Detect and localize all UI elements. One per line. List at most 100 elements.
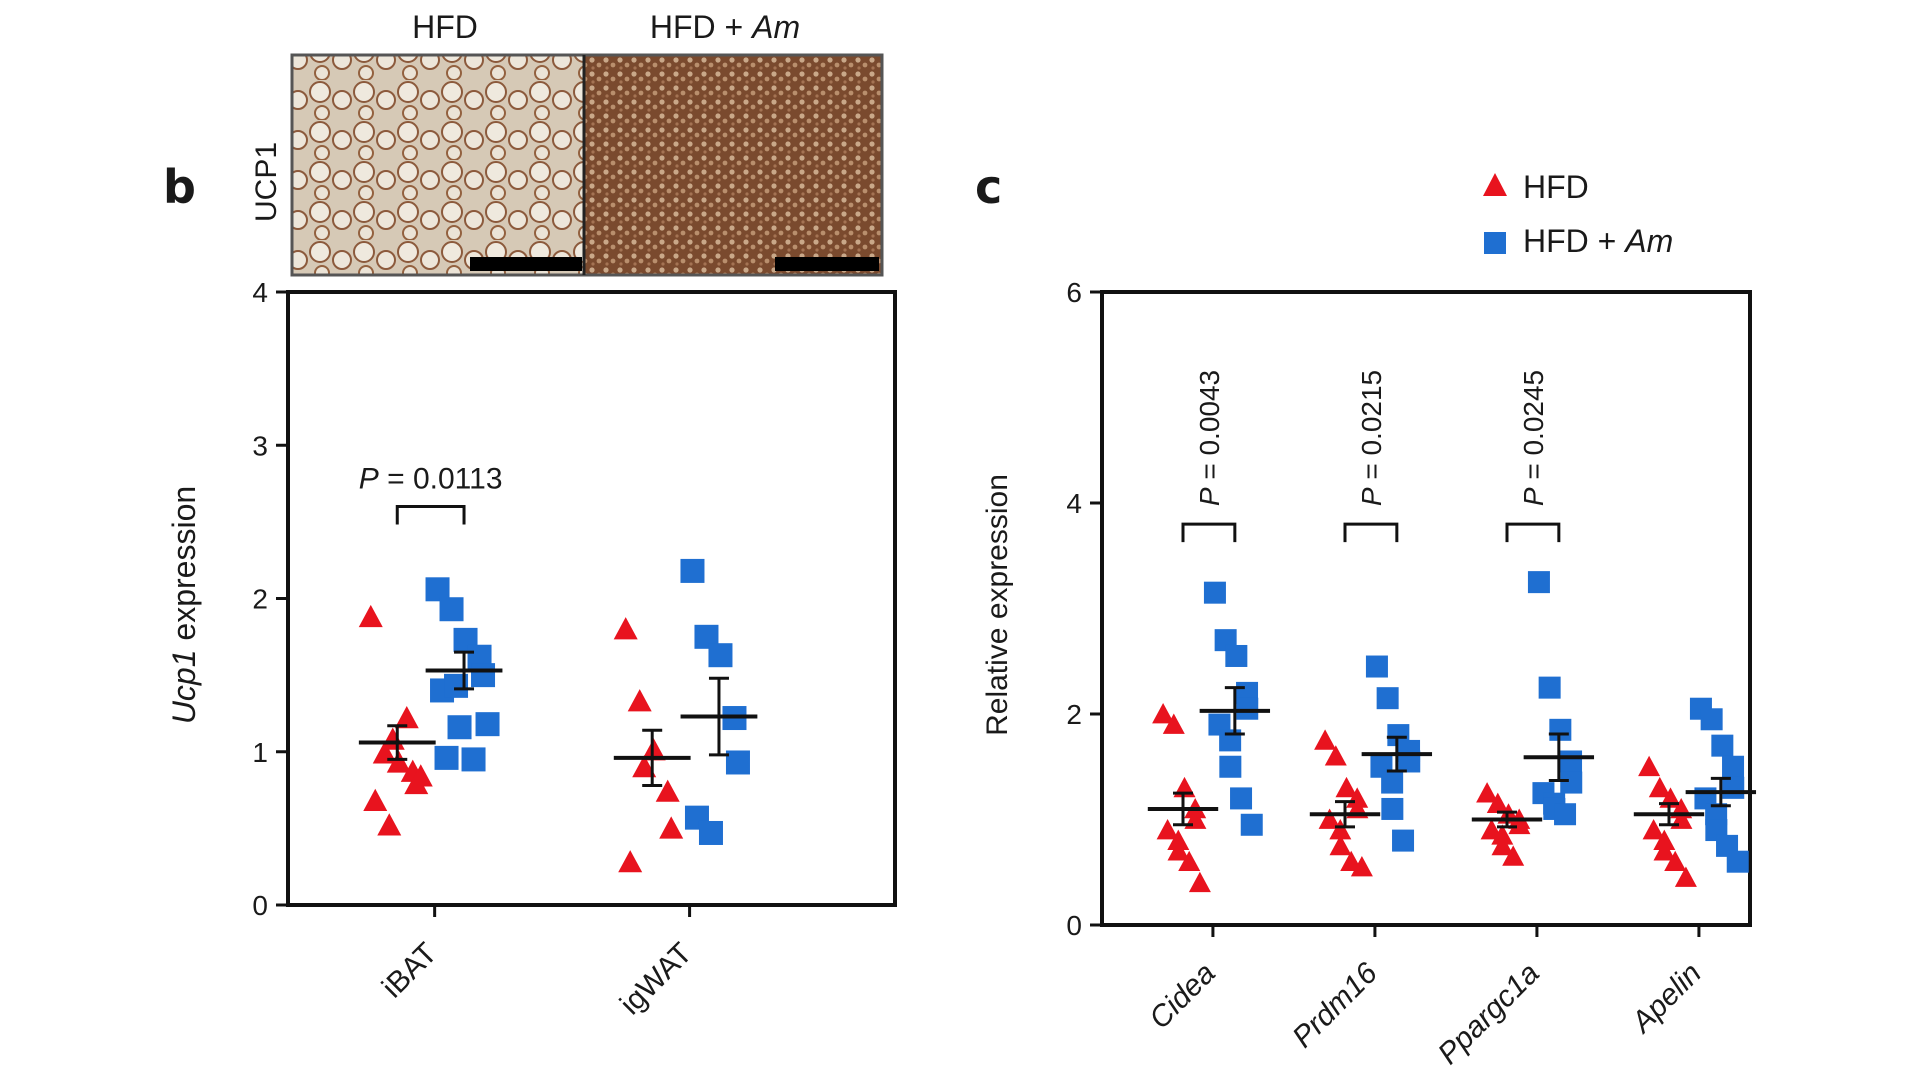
point-hfd-igwat-0 (613, 617, 638, 640)
point-hfd-igwat-4 (659, 816, 684, 839)
point-hfd-ibat-9 (408, 764, 433, 787)
legend-label-hfd: HFD (1523, 169, 1589, 205)
point-hfd-ppargc1a-8 (1502, 845, 1525, 866)
point-hfd-am-cidea-8 (1230, 787, 1253, 810)
panel-label-b: b (163, 160, 196, 214)
y-tick-label-b-3: 3 (252, 430, 268, 461)
micrograph-label-hfd-am: HFD + Am (650, 9, 800, 45)
point-hfd-ppargc1a-6 (1491, 824, 1514, 845)
point-hfd-apelin-9 (1674, 866, 1697, 887)
point-hfd-am-igwat-2 (708, 643, 733, 668)
point-hfd-prdm16-5 (1318, 808, 1341, 829)
point-hfd-apelin-1 (1648, 776, 1671, 798)
point-hfd-ppargc1a-4 (1508, 813, 1531, 835)
p-value-b-0: P = 0.0113 (359, 463, 503, 496)
point-hfd-apelin-0 (1638, 755, 1661, 777)
y-tick-label-b-1: 1 (252, 737, 268, 768)
point-hfd-apelin-8 (1664, 850, 1687, 872)
y-axis-label-c: Relative expression (981, 474, 1014, 736)
point-hfd-cidea-6 (1167, 829, 1190, 850)
point-hfd-am-cidea-9 (1240, 813, 1263, 836)
y-tick-label-c-0: 0 (1066, 910, 1082, 941)
category-label-ibat: iBAT (376, 937, 444, 1005)
point-hfd-ibat-0 (358, 604, 383, 628)
micrograph (290, 53, 884, 277)
point-hfd-am-prdm16-0 (1365, 655, 1388, 678)
plot-frame-c (1100, 290, 1752, 927)
point-hfd-am-ppargc1a-4 (1560, 771, 1583, 794)
point-hfd-prdm16-6 (1329, 819, 1352, 840)
micrograph-border (290, 53, 884, 277)
point-hfd-am-apelin-9 (1726, 850, 1749, 873)
chart-panel-b: Ucp1 expression 0 1 2 3 4 iBAT igWAT P = 0.0113 (166, 277, 897, 1022)
point-hfd-am-prdm16-6 (1381, 771, 1404, 794)
point-hfd-igwat-3 (655, 779, 680, 802)
p-value-c-2: P = 0.0245 (1518, 370, 1549, 506)
scale-bar-hfd (470, 257, 582, 271)
category-label-igwat: igWAT (614, 937, 699, 1022)
point-hfd-ibat-5 (363, 788, 388, 811)
point-hfd-prdm16-1 (1324, 745, 1347, 766)
legend-marker-hfd (1483, 173, 1507, 196)
point-hfd-am-igwat-6 (698, 820, 723, 845)
panel-label-c: c (975, 160, 1002, 214)
point-hfd-am-igwat-4 (725, 750, 750, 775)
point-hfd-am-prdm16-8 (1392, 829, 1415, 852)
significance-bracket-c-1 (1343, 522, 1399, 543)
point-hfd-am-ibat-7 (447, 715, 472, 740)
point-hfd-ibat-2 (386, 750, 411, 773)
point-hfd-ibat-8 (394, 706, 419, 729)
point-hfd-am-ibat-8 (461, 747, 486, 772)
point-hfd-am-cidea-2 (1225, 644, 1248, 667)
legend-label-hfd-am: HFD + Am (1523, 223, 1673, 259)
point-hfd-am-cidea-0 (1203, 581, 1226, 604)
point-hfd-am-ibat-10 (434, 745, 459, 770)
y-tick-label-b-4: 4 (252, 277, 268, 308)
y-tick-label-c-3: 6 (1066, 277, 1082, 308)
point-hfd-am-ibat-1 (439, 597, 464, 622)
legend-marker-hfd-am (1484, 232, 1506, 254)
point-hfd-am-ibat-4 (471, 663, 496, 688)
point-hfd-am-ppargc1a-0 (1527, 571, 1550, 594)
point-hfd-apelin-6 (1653, 829, 1676, 850)
point-hfd-am-cidea-4 (1236, 697, 1259, 720)
point-hfd-am-apelin-1 (1700, 708, 1723, 731)
category-label-prdm16: Prdm16 (1286, 956, 1384, 1054)
category-label-cidea: Cidea (1143, 957, 1222, 1036)
point-hfd-prdm16-9 (1350, 855, 1373, 877)
plot-frame-b (286, 290, 897, 907)
point-hfd-am-ppargc1a-8 (1554, 803, 1577, 826)
point-hfd-am-cidea-7 (1219, 755, 1242, 778)
point-hfd-am-ppargc1a-3 (1560, 750, 1583, 773)
point-hfd-am-apelin-2 (1711, 734, 1734, 757)
point-hfd-igwat-1 (627, 689, 652, 712)
point-hfd-cidea-1 (1162, 713, 1185, 734)
point-hfd-ibat-6 (377, 813, 402, 836)
micrograph-image-hfd-am (584, 55, 882, 275)
category-label-ppargc1a: Ppargc1a (1432, 957, 1546, 1071)
significance-bracket-b-0 (395, 505, 466, 525)
micrograph-image-hfd (292, 55, 584, 275)
point-hfd-apelin-5 (1642, 819, 1665, 840)
significance-bracket-c-0 (1181, 522, 1237, 543)
y-tick-label-c-2: 4 (1066, 488, 1082, 519)
scale-bar-hfd-am (775, 257, 879, 271)
point-hfd-ibat-7 (380, 727, 405, 750)
point-hfd-cidea-7 (1167, 840, 1190, 861)
legend: HFD HFD + Am (1483, 169, 1673, 259)
point-hfd-cidea-0 (1152, 703, 1175, 724)
y-axis-label-b: Ucp1 expression (166, 486, 202, 724)
point-hfd-am-apelin-3 (1722, 755, 1745, 778)
point-hfd-am-ppargc1a-1 (1538, 676, 1561, 699)
point-hfd-prdm16-2 (1335, 776, 1358, 798)
point-hfd-cidea-9 (1188, 871, 1211, 893)
point-hfd-prdm16-7 (1329, 834, 1352, 856)
point-hfd-ppargc1a-7 (1491, 834, 1514, 856)
chart-panel-c: Relative expression 0 2 4 6 Cidea Prdm16 Pparg… (981, 277, 1757, 1071)
point-hfd-igwat-5 (618, 850, 643, 873)
p-value-c-1: P = 0.0215 (1356, 370, 1387, 506)
point-hfd-am-igwat-0 (680, 558, 705, 583)
point-hfd-cidea-5 (1156, 819, 1179, 840)
point-hfd-apelin-7 (1653, 840, 1676, 861)
y-tick-label-c-1: 2 (1066, 699, 1082, 730)
